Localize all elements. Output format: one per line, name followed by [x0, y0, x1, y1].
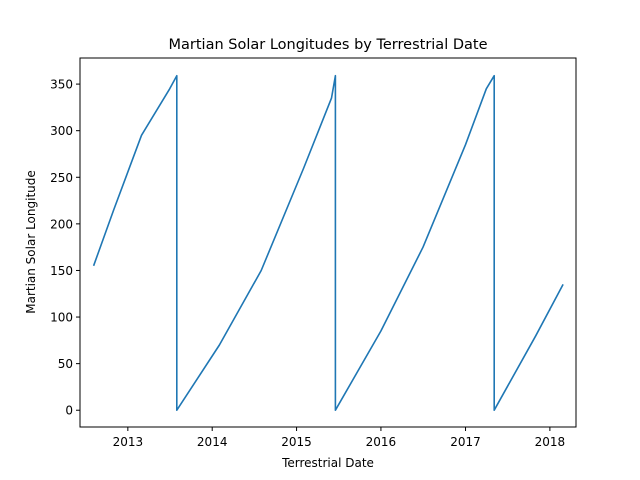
y-tick-label: 100: [50, 311, 73, 325]
x-tick-label: 2015: [281, 435, 312, 449]
x-axis: 2013 2014 2015 2016 2017 2018: [113, 427, 566, 449]
plot-frame: [79, 57, 577, 428]
y-axis: 0 50 100 150 200 250 300 350: [50, 78, 80, 418]
x-tick-label: 2018: [535, 435, 566, 449]
x-tick-label: 2014: [197, 435, 228, 449]
y-tick-label: 200: [50, 217, 73, 231]
y-tick-label: 250: [50, 171, 73, 185]
x-tick-label: 2013: [113, 435, 144, 449]
y-tick-label: 300: [50, 124, 73, 138]
x-tick-label: 2017: [450, 435, 481, 449]
y-tick-label: 0: [65, 404, 73, 418]
y-tick-label: 50: [58, 357, 73, 371]
y-axis-label: Martian Solar Longitude: [24, 170, 38, 314]
x-tick-label: 2016: [366, 435, 397, 449]
plot-area: [92, 74, 564, 412]
series-line-0: [92, 74, 564, 412]
y-tick-label: 150: [50, 264, 73, 278]
x-axis-label: Terrestrial Date: [281, 456, 374, 470]
chart-title: Martian Solar Longitudes by Terrestrial …: [169, 37, 488, 53]
y-tick-label: 350: [50, 78, 73, 92]
